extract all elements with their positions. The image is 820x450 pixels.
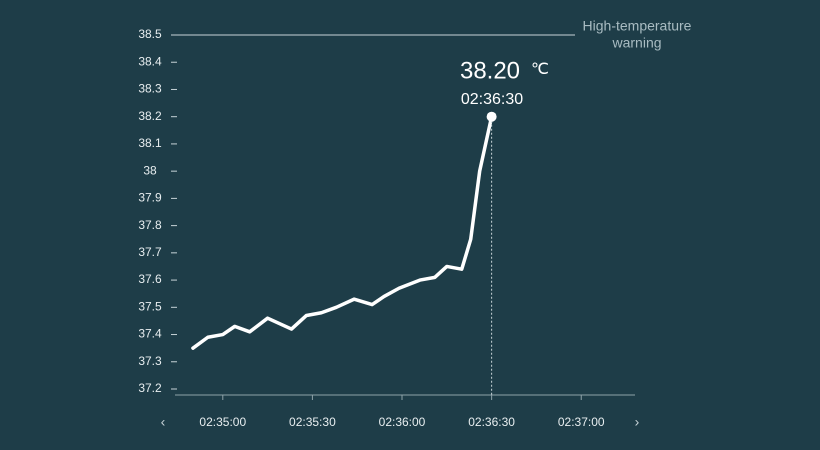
y-tick-label: 37.7 (138, 245, 162, 259)
data-line (191, 114, 494, 350)
readout-time: 02:36:30 (461, 91, 523, 108)
y-tick-label: 38.2 (138, 109, 162, 123)
y-tick-label: 37.8 (138, 218, 162, 232)
y-tick-label: 38.5 (138, 27, 162, 41)
y-tick-label: 37.3 (138, 354, 162, 368)
readout-point (486, 111, 497, 122)
y-tick-label: 38.4 (138, 54, 162, 68)
readout-unit: ℃ (531, 61, 549, 78)
y-tick-label: 38 (143, 163, 157, 177)
y-tick-label: 38.3 (138, 82, 162, 96)
x-tick-label: 02:37:00 (558, 415, 605, 429)
x-tick-label: 02:36:30 (468, 415, 515, 429)
y-tick-label: 37.6 (138, 272, 162, 286)
x-tick-label: 02:36:00 (379, 415, 426, 429)
readout-value: 38.20 (460, 57, 520, 84)
y-tick-label: 37.4 (138, 327, 162, 341)
y-tick-label: 38.1 (138, 136, 162, 150)
threshold-label: High-temperature (583, 18, 692, 34)
prev-button[interactable]: ‹ (161, 414, 166, 430)
x-tick-label: 02:35:30 (289, 415, 336, 429)
y-tick-label: 37.9 (138, 191, 162, 205)
y-tick-label: 37.5 (138, 299, 162, 313)
next-button[interactable]: › (635, 414, 640, 430)
y-tick-label: 37.2 (138, 381, 162, 395)
x-tick-label: 02:35:00 (199, 415, 246, 429)
threshold-label: warning (611, 35, 661, 51)
